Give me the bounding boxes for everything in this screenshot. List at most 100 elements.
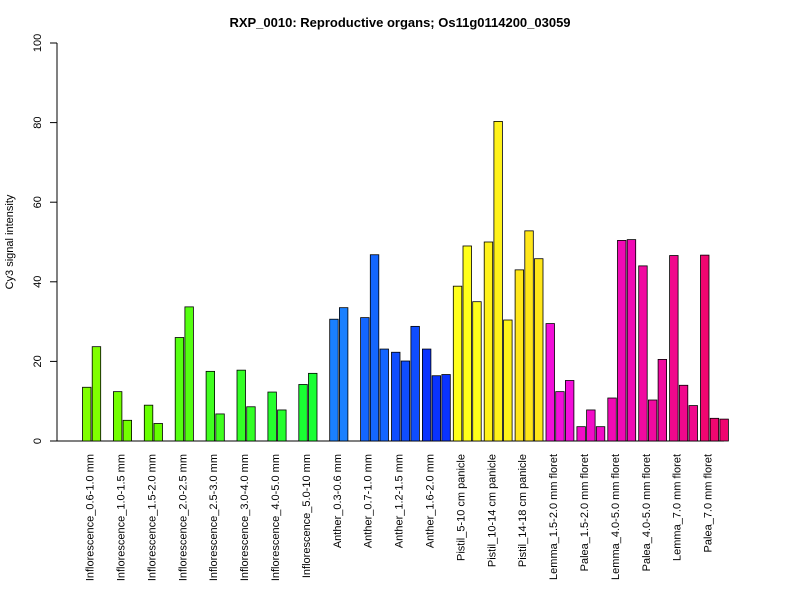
x-tick-label: Lemma_4.0-5.0 mm floret: [610, 454, 622, 580]
y-axis-label: Cy3 signal intensity: [4, 194, 16, 289]
bar: [452, 285, 463, 442]
bar: [586, 409, 596, 442]
bar: [688, 405, 698, 442]
bar: [298, 384, 308, 442]
bar: [719, 418, 729, 442]
bar: [657, 359, 667, 442]
x-tick-label: Anther_1.6-2.0 mm: [425, 454, 437, 548]
bar: [143, 404, 154, 442]
bar: [113, 391, 123, 442]
x-tick-label: Pistil_5-10 cm panicle: [455, 454, 467, 561]
bar-group: [267, 391, 287, 442]
x-tick-label: Inflorescence_3.0-4.0 mm: [239, 454, 251, 581]
bar-group: [483, 121, 513, 442]
bar: [709, 417, 720, 442]
bar-group: [700, 254, 729, 442]
bar: [503, 319, 513, 442]
bar: [534, 258, 544, 442]
bar: [421, 348, 432, 442]
bar: [174, 337, 185, 442]
x-tick-label: Pistil_14-18 cm panicle: [517, 454, 529, 567]
bar: [493, 121, 503, 442]
bar-group: [391, 325, 420, 442]
x-tick-label: Palea_1.5-2.0 mm floret: [579, 454, 591, 571]
bar: [82, 386, 92, 442]
bar: [626, 239, 637, 442]
y-tick-label: 20: [32, 355, 44, 367]
bar: [565, 380, 575, 442]
bar: [329, 318, 339, 442]
bar: [91, 346, 102, 442]
bar: [483, 241, 494, 442]
x-tick-label: Inflorescence_5.0-10 mm: [301, 454, 313, 578]
bars: [82, 121, 729, 442]
y-tick-label: 100: [32, 34, 44, 52]
x-tick-labels: Inflorescence_0.6-1.0 mm Inflorescence_1.…: [85, 454, 715, 581]
bar: [576, 426, 586, 442]
bar: [122, 419, 132, 442]
bar: [400, 360, 411, 442]
bar-group: [421, 348, 451, 442]
bar-group: [205, 370, 225, 442]
bar-group: [607, 239, 637, 442]
bar-group: [669, 255, 698, 442]
bar: [669, 255, 679, 442]
x-tick-label: Inflorescence_4.0-5.0 mm: [270, 454, 282, 581]
y-tick-label: 60: [32, 196, 44, 208]
bar: [638, 265, 648, 442]
y-axis: 0 20 40 60 80 100: [32, 34, 58, 444]
bar: [184, 306, 194, 442]
bar-group: [113, 391, 132, 442]
bar-group: [329, 307, 349, 442]
x-tick-label: Pistil_10-14 cm panicle: [486, 454, 498, 567]
y-tick-label: 40: [32, 276, 44, 288]
x-tick-label: Inflorescence_1.5-2.0 mm: [146, 454, 158, 581]
x-tick-label: Inflorescence_2.5-3.0 mm: [208, 454, 220, 581]
bar-group: [452, 245, 482, 442]
x-tick-label: Anther_0.7-1.0 mm: [363, 454, 375, 548]
bar-group: [82, 346, 102, 442]
x-tick-label: Inflorescence_1.0-1.5 mm: [116, 454, 128, 581]
bar: [379, 348, 389, 442]
bar: [462, 245, 472, 442]
bar: [369, 254, 380, 442]
bar: [215, 413, 225, 442]
bar-group: [638, 265, 667, 442]
x-tick-label: Lemma_1.5-2.0 mm floret: [548, 454, 560, 580]
bar: [431, 375, 442, 442]
x-tick-label: Palea_4.0-5.0 mm floret: [641, 454, 653, 571]
bar: [514, 269, 524, 442]
bar: [441, 374, 451, 442]
x-tick-label: Inflorescence_0.6-1.0 mm: [85, 454, 97, 581]
x-tick-label: Lemma_7.0 mm floret: [672, 454, 684, 561]
bar: [678, 384, 689, 442]
bar: [700, 254, 710, 442]
bar: [153, 423, 163, 442]
x-tick-label: Inflorescence_2.0-2.5 mm: [177, 454, 189, 581]
bar-group: [174, 306, 194, 442]
bar: [555, 391, 565, 442]
x-tick-label: Anther_0.3-0.6 mm: [332, 454, 344, 548]
y-tick-label: 0: [32, 438, 44, 444]
bar-group: [236, 369, 256, 442]
bar: [545, 323, 555, 442]
bar: [617, 240, 627, 442]
bar: [648, 399, 658, 442]
bar: [308, 372, 318, 442]
bar: [277, 409, 287, 442]
bar: [267, 391, 277, 442]
bar: [595, 426, 606, 442]
bar: [410, 325, 420, 442]
bar: [472, 301, 482, 442]
bar-group: [143, 404, 163, 442]
bar-group: [545, 323, 575, 442]
bar-group: [298, 372, 318, 442]
bar: [236, 369, 246, 442]
chart-title: RXP_0010: Reproductive organs; Os11g0114…: [229, 15, 570, 30]
bar-group: [360, 254, 389, 442]
x-tick-label: Anther_1.2-1.5 mm: [394, 454, 406, 548]
bar: [391, 351, 401, 442]
bar: [338, 307, 349, 442]
x-tick-label: Palea_7.0 mm floret: [703, 454, 715, 552]
